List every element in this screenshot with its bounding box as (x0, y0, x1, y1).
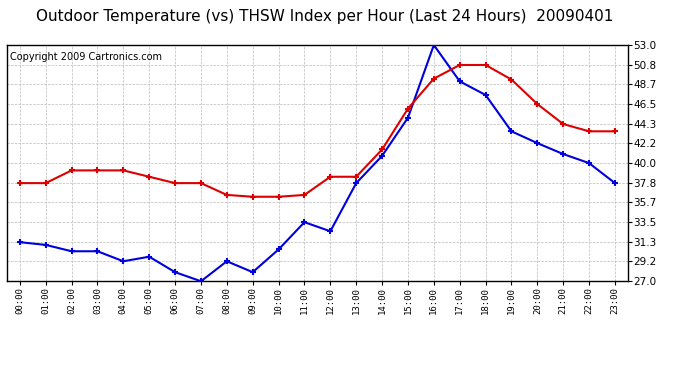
Text: Copyright 2009 Cartronics.com: Copyright 2009 Cartronics.com (10, 52, 162, 62)
Text: Outdoor Temperature (vs) THSW Index per Hour (Last 24 Hours)  20090401: Outdoor Temperature (vs) THSW Index per … (36, 9, 613, 24)
